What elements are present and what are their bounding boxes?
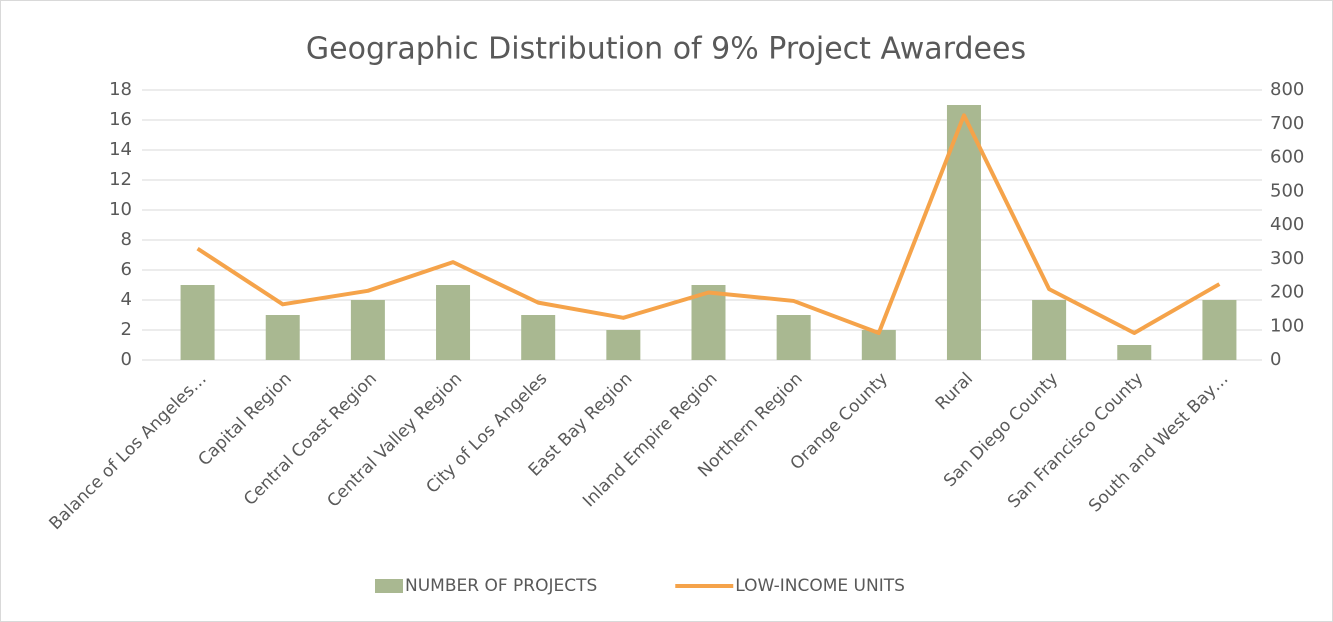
y-tick-label: 2 [121,319,132,340]
y2-tick-label: 800 [1270,79,1304,100]
y2-tick-label: 400 [1270,214,1304,235]
bar [776,315,811,360]
y-tick-label: 6 [121,259,132,280]
y-tick-label: 16 [109,109,132,130]
legend-label: NUMBER OF PROJECTS [405,576,597,596]
y-tick-label: 18 [109,79,132,100]
y2-tick-label: 600 [1270,147,1304,168]
bar [1032,300,1067,360]
y-tick-label: 4 [121,289,132,310]
line [196,113,1221,335]
y2-tick-label: 700 [1270,113,1304,134]
y2-tick-label: 200 [1270,282,1304,303]
y2-tick-label: 100 [1270,315,1304,336]
y-tick-label: 12 [109,169,132,190]
bar [606,330,641,360]
bar [350,300,385,360]
bar [436,285,471,360]
legend-swatch [375,579,403,593]
y2-tick-label: 300 [1270,248,1304,269]
bar [265,315,300,360]
bar [180,285,215,360]
y-tick-label: 10 [109,199,132,220]
legend-label: LOW-INCOME UNITS [735,576,905,596]
y2-tick-label: 0 [1270,349,1281,370]
y-tick-label: 14 [109,139,132,160]
y-tick-label: 0 [121,349,132,370]
y2-tick-label: 500 [1270,180,1304,201]
y-tick-label: 8 [121,229,132,250]
chart-title: Geographic Distribution of 9% Project Aw… [306,32,1026,67]
bar [521,315,556,360]
bar [1117,345,1152,360]
bar [1202,300,1237,360]
